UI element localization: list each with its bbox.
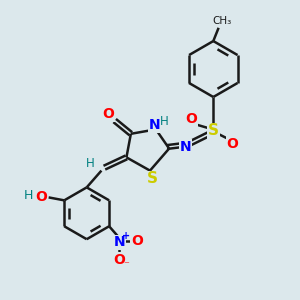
Text: H: H <box>160 115 169 128</box>
Text: O: O <box>102 107 114 121</box>
Text: N: N <box>179 140 191 154</box>
Text: S: S <box>147 171 158 186</box>
Text: ⁻: ⁻ <box>123 260 129 270</box>
Text: O: O <box>113 253 125 266</box>
Text: CH₃: CH₃ <box>212 16 231 26</box>
Text: O: O <box>185 112 197 126</box>
Text: S: S <box>208 123 219 138</box>
Text: O: O <box>35 190 46 204</box>
Text: N: N <box>148 118 160 132</box>
Text: O: O <box>131 234 143 248</box>
Text: N: N <box>114 236 125 250</box>
Text: H: H <box>86 157 94 170</box>
Text: H: H <box>24 189 34 203</box>
Text: O: O <box>226 137 238 151</box>
Text: +: + <box>122 231 130 241</box>
